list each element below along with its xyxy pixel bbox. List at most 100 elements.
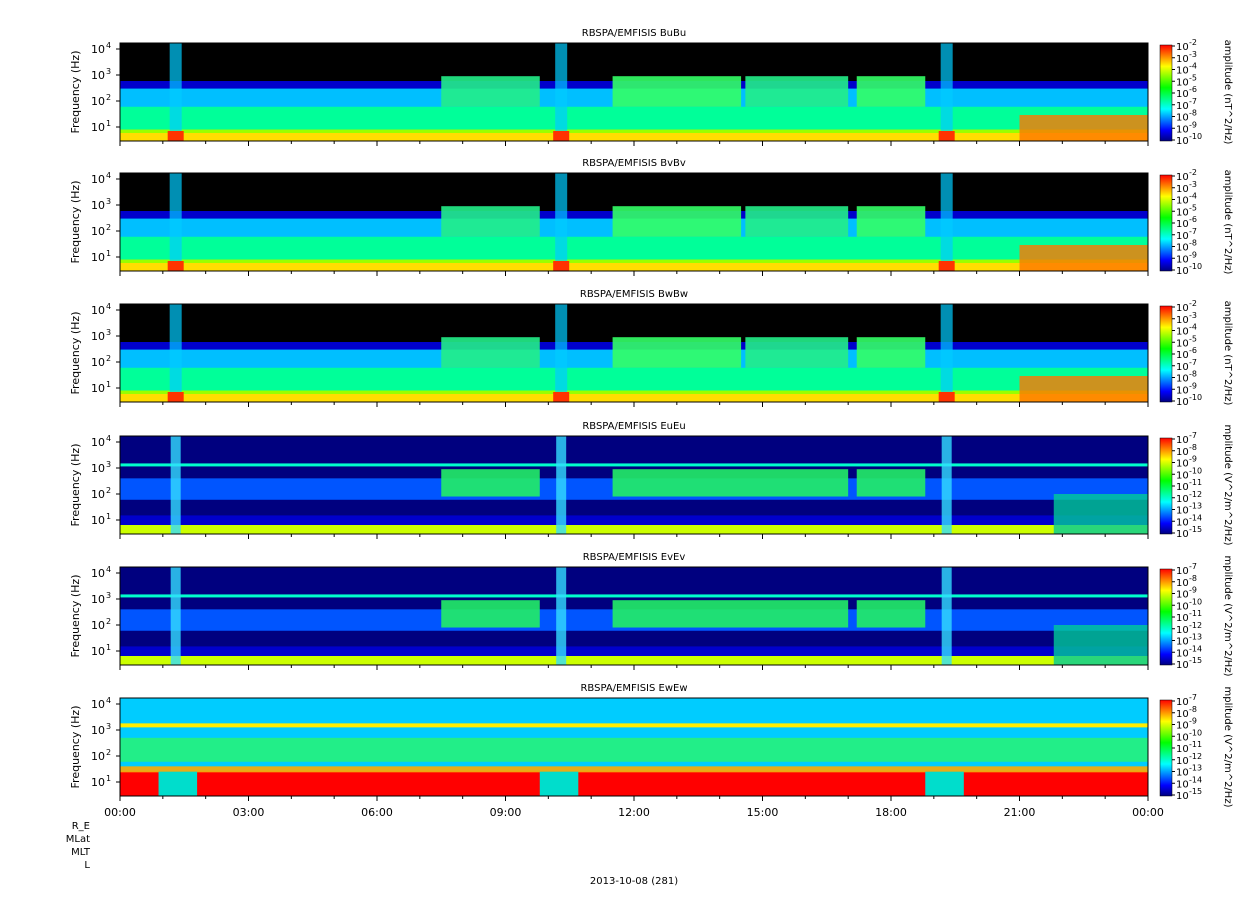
- y-tick-exponent: 4: [106, 41, 111, 50]
- colorbar-tick-exponent: -10: [1189, 132, 1202, 141]
- chorus-band: [612, 76, 742, 107]
- colorbar-tick-exponent: -13: [1189, 633, 1202, 642]
- spectrogram-image: [120, 567, 1148, 665]
- colorbar-tick-exponent: -7: [1189, 431, 1197, 440]
- colorbar-tick-label: 10: [1176, 613, 1189, 624]
- colorbar-tick-label: 10: [1176, 207, 1189, 218]
- colorbar-tick-exponent: -9: [1189, 120, 1197, 129]
- y-tick-label: 10: [91, 382, 105, 395]
- colorbar-tick-exponent: -7: [1189, 227, 1197, 236]
- y-tick-exponent: 1: [106, 774, 111, 783]
- colorbar-tick-exponent: -10: [1189, 597, 1202, 606]
- time-axis: 00:00 03:00 06:00 09:00 12:00 15:00 18:00 21:00…: [104, 806, 1164, 819]
- colorbar-tick-label: 10: [1176, 779, 1189, 790]
- y-tick-label: 10: [91, 488, 105, 501]
- colorbar: [1159, 44, 1173, 142]
- chorus-band: [745, 206, 849, 237]
- y-tick-exponent: 3: [106, 328, 111, 337]
- colorbar-tick-label: 10: [1176, 397, 1189, 408]
- y-axis-label: Frequency (Hz): [69, 51, 82, 134]
- y-tick-exponent: 2: [106, 93, 111, 102]
- colorbar-tick-exponent: -8: [1189, 370, 1197, 379]
- y-tick-exponent: 1: [106, 249, 111, 258]
- colorbar-tick-exponent: -3: [1189, 180, 1197, 189]
- colorbar-tick-label: 10: [1176, 697, 1189, 708]
- x-tick-label: 09:00: [490, 806, 522, 819]
- colorbar-tick-label: 10: [1176, 435, 1189, 446]
- chorus-band: [856, 469, 926, 497]
- chorus-band: [856, 337, 926, 368]
- colorbar-tick-label: 10: [1176, 637, 1189, 648]
- y-axis-label: Frequency (Hz): [69, 575, 82, 658]
- colorbar-tick-exponent: -13: [1189, 764, 1202, 773]
- colorbar-tick-exponent: -2: [1189, 299, 1197, 308]
- colorbar-tick-label: 10: [1176, 315, 1189, 326]
- y-tick-label: 10: [91, 514, 105, 527]
- y-axis-label: Frequency (Hz): [69, 181, 82, 264]
- colorbar-tick-label: 10: [1176, 660, 1189, 671]
- colorbar: [1159, 568, 1173, 666]
- colorbar-tick-exponent: -10: [1189, 393, 1202, 402]
- colorbar-tick-exponent: -7: [1189, 562, 1197, 571]
- colorbar-tick-label: 10: [1176, 744, 1189, 755]
- colorbar-tick-label: 10: [1176, 254, 1189, 265]
- colorbar-tick-exponent: -8: [1189, 443, 1197, 452]
- spectrogram-image: [120, 436, 1148, 534]
- chorus-band: [441, 337, 540, 368]
- panel-title: RBSPA/EMFISIS BwBw: [580, 289, 688, 300]
- x-tick-label: 00:00: [1132, 806, 1164, 819]
- colorbar-tick-exponent: -14: [1189, 513, 1202, 522]
- chorus-band: [856, 206, 926, 237]
- y-tick-exponent: 4: [106, 171, 111, 180]
- colorbar-label: mplitude (V^2/m^2/Hz): [1222, 425, 1233, 546]
- colorbar-tick-label: 10: [1176, 66, 1189, 77]
- spectrogram-image: [120, 173, 1148, 271]
- colorbar-tick-label: 10: [1176, 732, 1189, 743]
- y-tick-label: 10: [91, 95, 105, 108]
- chorus-band: [745, 337, 849, 368]
- colorbar-tick-exponent: -15: [1189, 656, 1202, 665]
- y-tick-exponent: 3: [106, 722, 111, 731]
- colorbar-tick-label: 10: [1176, 243, 1189, 254]
- colorbar-tick-exponent: -4: [1189, 192, 1197, 201]
- colorbar-tick-exponent: -8: [1189, 705, 1197, 714]
- colorbar-tick-exponent: -10: [1189, 466, 1202, 475]
- chorus-band: [441, 76, 540, 107]
- chorus-band: [441, 469, 540, 497]
- colorbar-tick-label: 10: [1176, 470, 1189, 481]
- colorbar-tick-exponent: -11: [1189, 740, 1202, 749]
- colorbar-tick-exponent: -7: [1189, 358, 1197, 367]
- colorbar-tick-exponent: -6: [1189, 215, 1197, 224]
- colorbar-tick-label: 10: [1176, 506, 1189, 517]
- chorus-band: [441, 206, 540, 237]
- colorbar-tick-label: 10: [1176, 709, 1189, 720]
- y-tick-exponent: 4: [106, 434, 111, 443]
- colorbar-tick-exponent: -9: [1189, 455, 1197, 464]
- x-tick-label: 06:00: [361, 806, 393, 819]
- y-tick-label: 10: [91, 750, 105, 763]
- chorus-band: [856, 600, 926, 628]
- y-tick-label: 10: [91, 436, 105, 449]
- y-tick-exponent: 2: [106, 617, 111, 626]
- x-tick-label: 00:00: [104, 806, 136, 819]
- colorbar-tick-label: 10: [1176, 648, 1189, 659]
- panel-title: RBSPA/EMFISIS EwEw: [580, 683, 687, 694]
- colorbar-tick-exponent: -10: [1189, 262, 1202, 271]
- spectrogram-image: [120, 698, 1148, 796]
- colorbar-tick-exponent: -14: [1189, 775, 1202, 784]
- colorbar-tick-exponent: -15: [1189, 787, 1202, 796]
- colorbar: [1159, 437, 1173, 535]
- y-tick-label: 10: [91, 121, 105, 134]
- colorbar-tick-label: 10: [1176, 231, 1189, 242]
- colorbar-tick-label: 10: [1176, 89, 1189, 100]
- panel-title: RBSPA/EMFISIS BvBv: [582, 158, 686, 169]
- y-tick-label: 10: [91, 304, 105, 317]
- colorbar-tick-exponent: -9: [1189, 381, 1197, 390]
- y-tick-exponent: 2: [106, 223, 111, 232]
- spectrogram-image: [120, 304, 1148, 402]
- y-tick-label: 10: [91, 698, 105, 711]
- colorbar-tick-label: 10: [1176, 219, 1189, 230]
- y-tick-label: 10: [91, 356, 105, 369]
